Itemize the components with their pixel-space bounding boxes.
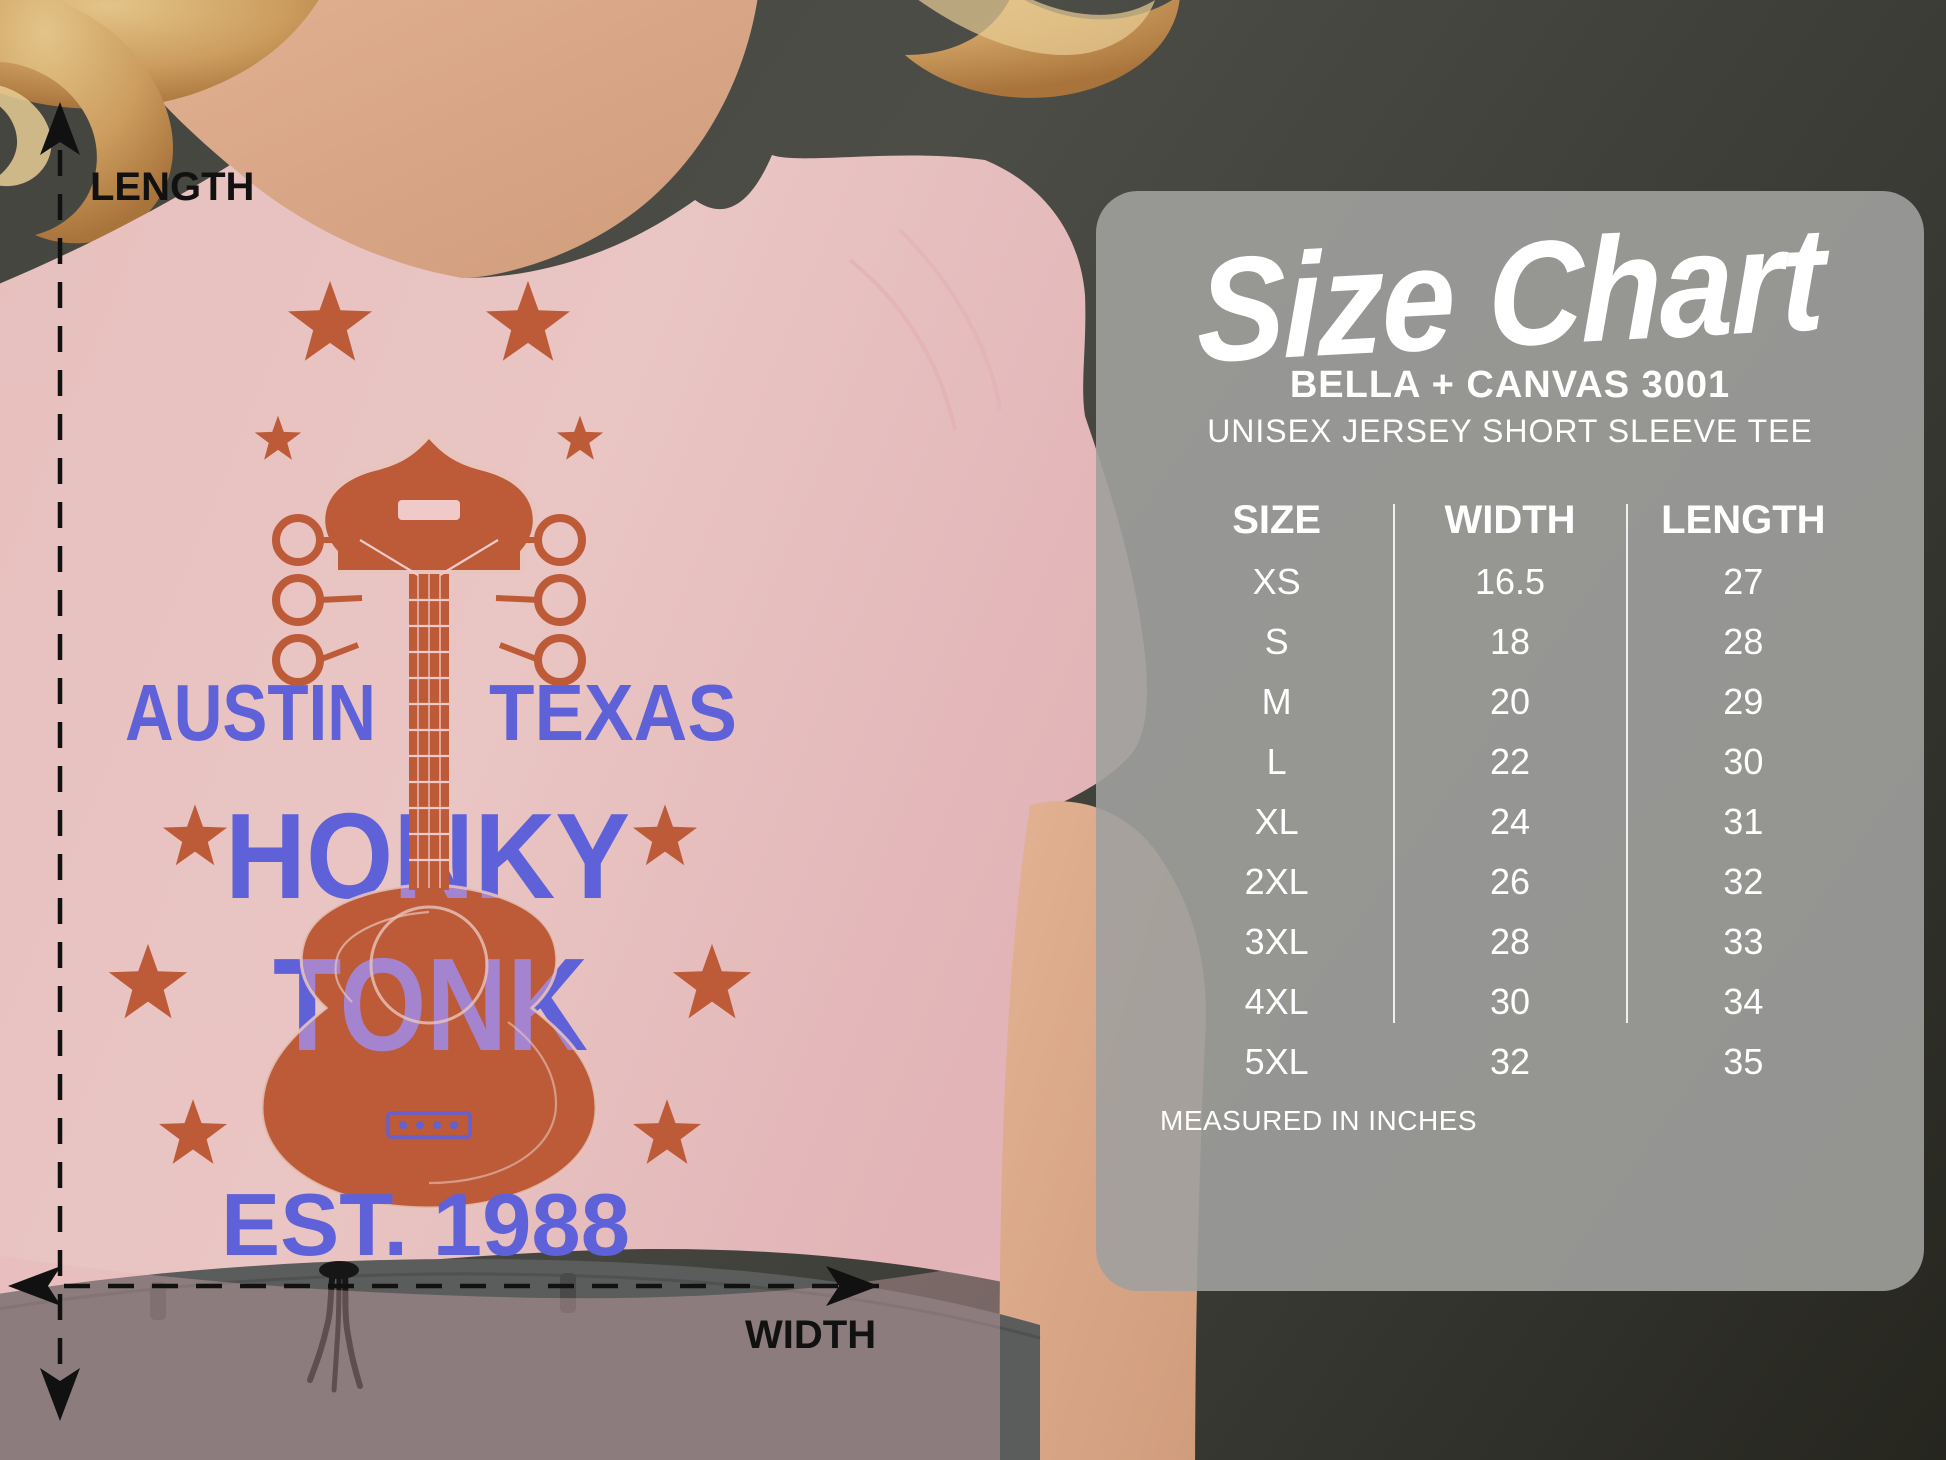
- svg-text:TEXAS: TEXAS: [489, 668, 737, 757]
- svg-text:EST. 1988: EST. 1988: [221, 1175, 630, 1274]
- svg-text:AUSTIN: AUSTIN: [125, 668, 376, 757]
